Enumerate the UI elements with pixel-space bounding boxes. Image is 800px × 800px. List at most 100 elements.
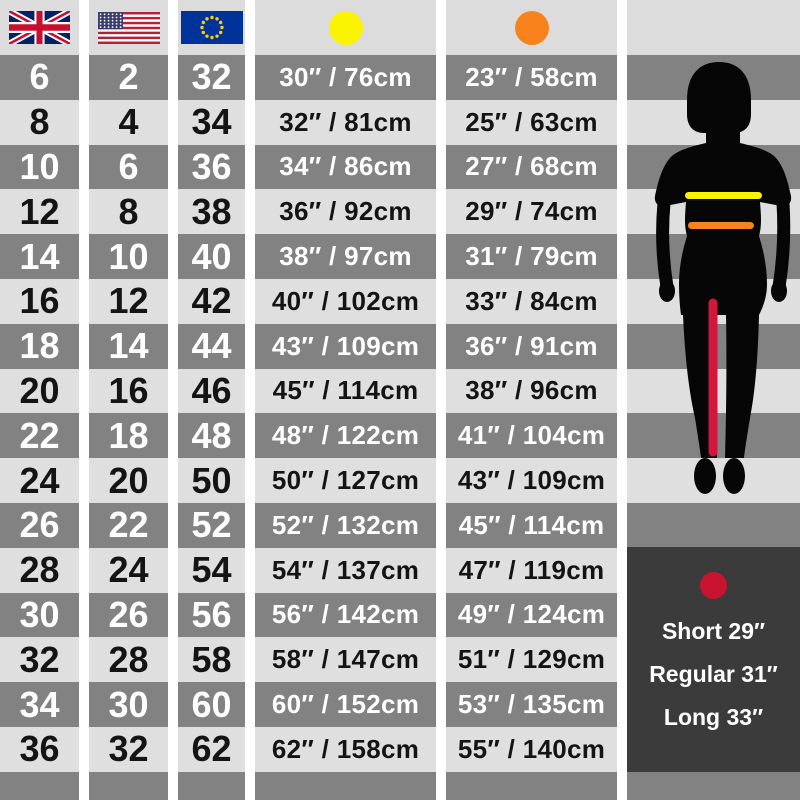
- us-size-cell: 32: [89, 726, 168, 772]
- hip-cell: 31″ / 79cm: [446, 234, 617, 279]
- us-size-cell: 16: [89, 368, 168, 414]
- figure-backdrop-stripe: [627, 502, 800, 548]
- figure-backdrop-stripe: [627, 144, 800, 190]
- uk-size-cell: 32: [0, 637, 79, 683]
- header-waist: [255, 0, 436, 55]
- hip-cell: 25″ / 63cm: [446, 99, 617, 145]
- us-size-cell: 18: [89, 413, 168, 459]
- waist-cell: 56″ / 142cm: [255, 592, 436, 638]
- waist-cell: 50″ / 127cm: [255, 458, 436, 503]
- eu-size-cell: 56: [178, 592, 245, 638]
- eu-size-cell: 46: [178, 368, 245, 414]
- eu-size-cell: 50: [178, 458, 245, 503]
- hip-cell: 43″ / 109cm: [446, 458, 617, 503]
- leg-length-short: Short 29″: [661, 618, 766, 644]
- bottom-filler-stripe: [89, 771, 168, 800]
- header-uk: [0, 0, 79, 55]
- inseam-red-dot-icon: [700, 572, 727, 599]
- bottom-filler-stripe: [178, 771, 245, 800]
- figure-backdrop-stripe: [627, 55, 800, 100]
- waist-cell: 62″ / 158cm: [255, 726, 436, 772]
- header-hips: [446, 0, 617, 55]
- bottom-filler-stripe: [255, 771, 436, 800]
- eu-size-cell: 34: [178, 99, 245, 145]
- eu-size-cell: 58: [178, 637, 245, 683]
- us-size-cell: 6: [89, 144, 168, 190]
- uk-size-cell: 14: [0, 234, 79, 279]
- uk-size-cell: 30: [0, 592, 79, 638]
- hips-orange-dot-icon: [514, 10, 549, 45]
- hip-cell: 29″ / 74cm: [446, 189, 617, 235]
- figure-backdrop-stripe: [627, 189, 800, 235]
- us-size-cell: 8: [89, 189, 168, 235]
- leg-length-box: Short 29″ Regular 31″ Long 33″: [627, 547, 800, 772]
- uk-size-cell: 12: [0, 189, 79, 235]
- eu-size-cell: 52: [178, 502, 245, 548]
- eu-size-cell: 32: [178, 55, 245, 100]
- hip-cell: 55″ / 140cm: [446, 726, 617, 772]
- header-figure-spacer: [627, 0, 800, 55]
- us-size-cell: 10: [89, 234, 168, 279]
- eu-size-cell: 60: [178, 682, 245, 727]
- uk-size-cell: 8: [0, 99, 79, 145]
- hip-cell: 41″ / 104cm: [446, 413, 617, 459]
- us-size-cell: 28: [89, 637, 168, 683]
- waist-cell: 54″ / 137cm: [255, 547, 436, 593]
- hip-cell: 36″ / 91cm: [446, 323, 617, 369]
- uk-size-cell: 28: [0, 547, 79, 593]
- bottom-filler-stripe: [0, 771, 79, 800]
- bottom-filler-stripe: [446, 771, 617, 800]
- us-size-cell: 26: [89, 592, 168, 638]
- header-us: [89, 0, 168, 55]
- us-size-cell: 12: [89, 278, 168, 324]
- waist-cell: 52″ / 132cm: [255, 502, 436, 548]
- bottom-filler-stripe: [627, 771, 800, 800]
- figure-backdrop-stripe: [627, 323, 800, 369]
- us-size-cell: 22: [89, 502, 168, 548]
- hip-cell: 27″ / 68cm: [446, 144, 617, 190]
- eu-size-cell: 44: [178, 323, 245, 369]
- us-size-cell: 30: [89, 682, 168, 727]
- uk-size-cell: 24: [0, 458, 79, 503]
- us-size-cell: 14: [89, 323, 168, 369]
- figure-backdrop-stripe: [627, 99, 800, 145]
- figure-backdrop-stripe: [627, 368, 800, 414]
- leg-length-regular: Regular 31″: [649, 661, 778, 687]
- uk-size-cell: 10: [0, 144, 79, 190]
- hip-cell: 47″ / 119cm: [446, 547, 617, 593]
- us-size-cell: 24: [89, 547, 168, 593]
- eu-size-cell: 48: [178, 413, 245, 459]
- uk-size-cell: 26: [0, 502, 79, 548]
- hip-cell: 38″ / 96cm: [446, 368, 617, 414]
- us-size-cell: 2: [89, 55, 168, 100]
- uk-size-cell: 36: [0, 726, 79, 772]
- leg-length-long: Long 33″: [663, 704, 764, 730]
- hip-cell: 51″ / 129cm: [446, 637, 617, 683]
- figure-backdrop-stripe: [627, 234, 800, 279]
- uk-flag-icon: [9, 11, 70, 44]
- header-eu: [178, 0, 245, 55]
- waist-cell: 40″ / 102cm: [255, 278, 436, 324]
- hip-cell: 33″ / 84cm: [446, 278, 617, 324]
- us-size-cell: 20: [89, 458, 168, 503]
- eu-size-cell: 54: [178, 547, 245, 593]
- waist-cell: 45″ / 114cm: [255, 368, 436, 414]
- hip-cell: 53″ / 135cm: [446, 682, 617, 727]
- waist-cell: 32″ / 81cm: [255, 99, 436, 145]
- eu-flag-icon: [180, 11, 243, 44]
- uk-size-cell: 6: [0, 55, 79, 100]
- uk-size-cell: 16: [0, 278, 79, 324]
- uk-size-cell: 20: [0, 368, 79, 414]
- figure-backdrop-stripe: [627, 413, 800, 459]
- uk-size-cell: 22: [0, 413, 79, 459]
- hip-cell: 49″ / 124cm: [446, 592, 617, 638]
- waist-cell: 34″ / 86cm: [255, 144, 436, 190]
- hip-cell: 23″ / 58cm: [446, 55, 617, 100]
- eu-size-cell: 36: [178, 144, 245, 190]
- eu-size-cell: 38: [178, 189, 245, 235]
- waist-cell: 58″ / 147cm: [255, 637, 436, 683]
- us-flag-icon: [97, 11, 160, 44]
- waist-cell: 38″ / 97cm: [255, 234, 436, 279]
- waist-cell: 43″ / 109cm: [255, 323, 436, 369]
